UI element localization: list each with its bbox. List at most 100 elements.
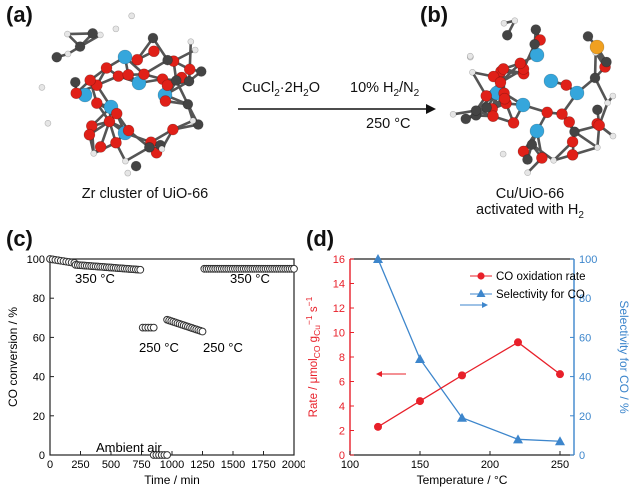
selectivity-point bbox=[373, 254, 383, 263]
carbon-atom bbox=[569, 126, 580, 138]
x-tick-label: 100 bbox=[341, 459, 359, 471]
rate-point bbox=[416, 397, 424, 406]
carbon-atom bbox=[170, 75, 182, 86]
legend-label-selectivity: Selectivity for CO bbox=[496, 289, 585, 301]
x-tick-label: 1000 bbox=[160, 459, 184, 471]
panel-d-label: (d) bbox=[306, 226, 335, 251]
oxygen-atom bbox=[91, 97, 103, 109]
data-point bbox=[290, 264, 298, 273]
y-tick-label-right: 20 bbox=[579, 411, 591, 423]
data-point bbox=[163, 451, 172, 459]
oxygen-atom bbox=[167, 123, 179, 136]
hydrogen-atom bbox=[64, 30, 71, 38]
carbon-atom bbox=[592, 104, 603, 116]
x-tick-label: 750 bbox=[132, 459, 150, 471]
selectivity-point bbox=[415, 353, 425, 363]
hydrogen-atom bbox=[500, 19, 508, 27]
hydrogen-atom bbox=[469, 68, 476, 76]
panel-b-caption: Cu/UiO-66 activated with H2 bbox=[450, 186, 610, 221]
cu-atom bbox=[589, 39, 605, 55]
carbon-atom bbox=[162, 54, 173, 66]
y-tick-label-left: 16 bbox=[333, 254, 345, 266]
selectivity-point bbox=[555, 436, 565, 446]
oxygen-atom bbox=[112, 70, 125, 82]
y-tick-label-right: 60 bbox=[579, 332, 591, 344]
y-axis-label-right: Selectivity for CO / % bbox=[617, 300, 630, 414]
y-tick-label-left: 12 bbox=[333, 303, 345, 315]
rate-line bbox=[377, 341, 561, 428]
hydrogen-atom bbox=[122, 157, 129, 165]
x-tick-label: 2000 bbox=[282, 459, 305, 471]
y-tick-label-right: 40 bbox=[579, 372, 591, 384]
oxygen-atom bbox=[497, 63, 510, 75]
y-tick-label-right: 80 bbox=[579, 293, 591, 305]
hydrogen-atom bbox=[90, 150, 98, 157]
y-tick-label: 60 bbox=[33, 332, 45, 344]
hydrogen-atom bbox=[191, 46, 199, 54]
y-axis-label: CO conversion / % bbox=[6, 307, 20, 407]
zr-cluster-illustration bbox=[38, 12, 207, 177]
carbon-atom bbox=[147, 32, 159, 44]
oxygen-atom bbox=[138, 68, 150, 81]
oxygen-atom bbox=[131, 53, 144, 66]
x-tick-label: 1500 bbox=[221, 459, 245, 471]
zr-atom bbox=[569, 85, 585, 101]
y-tick-label: 0 bbox=[39, 450, 45, 462]
zr-atom bbox=[515, 97, 531, 113]
hydrogen-atom bbox=[112, 25, 120, 33]
hydrogen-atom bbox=[604, 99, 611, 107]
y-tick-label: 20 bbox=[33, 411, 45, 423]
hydrogen-atom bbox=[550, 157, 557, 164]
oxygen-atom bbox=[563, 116, 576, 128]
oxygen-atom bbox=[148, 45, 160, 58]
carbon-atom bbox=[74, 41, 86, 52]
hydrogen-atom bbox=[499, 150, 507, 158]
oxygen-atom bbox=[110, 107, 123, 120]
arrow-to-left-axis-head bbox=[376, 371, 382, 377]
carbon-atom bbox=[460, 113, 472, 125]
hydrogen-atom bbox=[158, 145, 166, 153]
rate-point bbox=[556, 370, 564, 379]
oxygen-atom bbox=[122, 69, 135, 81]
carbon-atom bbox=[87, 28, 98, 39]
rate-point bbox=[458, 371, 466, 380]
carbon-atom bbox=[582, 31, 594, 42]
y-tick-label-left: 10 bbox=[333, 328, 345, 340]
y-tick-label-left: 4 bbox=[339, 401, 345, 413]
zr-atom bbox=[529, 123, 545, 139]
annotation: 350 °C bbox=[230, 271, 270, 286]
x-tick-label: 1250 bbox=[190, 459, 214, 471]
x-tick-label: 150 bbox=[411, 459, 429, 471]
oxygen-atom bbox=[536, 152, 548, 164]
x-tick-label: 250 bbox=[71, 459, 89, 471]
carbon-atom bbox=[481, 102, 492, 113]
reagent-cucl2: CuCl2·2H2O bbox=[242, 80, 321, 99]
y-tick-label-right: 0 bbox=[579, 450, 585, 462]
oxygen-atom bbox=[566, 149, 579, 161]
y-tick-label-left: 8 bbox=[339, 352, 345, 364]
hydrogen-atom bbox=[511, 17, 519, 24]
y-tick-label-right: 100 bbox=[579, 254, 597, 266]
x-tick-label: 200 bbox=[481, 459, 499, 471]
legend-label-rate: CO oxidation rate bbox=[496, 271, 586, 283]
panel-b-label: (b) bbox=[420, 2, 449, 27]
oxygen-atom bbox=[183, 63, 196, 76]
carbon-atom bbox=[501, 29, 513, 41]
carbon-atom bbox=[70, 76, 81, 88]
chart-d-rate-selectivity: 100 150 200 250 0 2 4 6 8 10 12 14 16 0 20 40 60 80 100 Tem… bbox=[304, 254, 630, 487]
legend-marker-rate bbox=[477, 272, 485, 280]
panel-c-label: (c) bbox=[6, 226, 33, 251]
carbon-atom bbox=[192, 119, 204, 130]
carbon-atom bbox=[195, 66, 207, 77]
y-tick-label-left: 6 bbox=[339, 377, 345, 389]
rate-point bbox=[374, 422, 382, 431]
oxygen-atom bbox=[100, 62, 113, 74]
oxygen-atom bbox=[83, 128, 96, 141]
rate-point bbox=[514, 338, 522, 347]
annotation: 250 °C bbox=[203, 340, 243, 355]
y-tick-label: 80 bbox=[33, 293, 45, 305]
y-tick-label-left: 14 bbox=[333, 279, 345, 291]
oxygen-atom bbox=[560, 79, 573, 91]
oxygen-atom bbox=[94, 141, 107, 153]
y-tick-label: 100 bbox=[27, 254, 45, 266]
